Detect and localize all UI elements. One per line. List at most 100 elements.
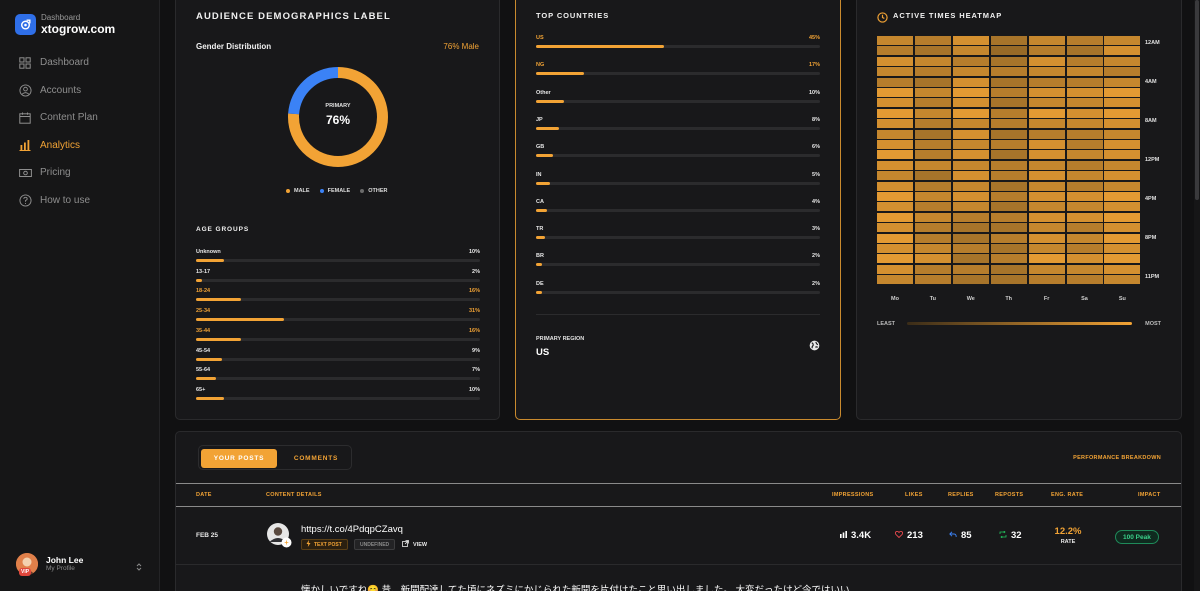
heatmap-cell[interactable] [914,171,951,181]
heatmap-cell[interactable] [1104,202,1141,212]
sidebar-item-analytics[interactable]: Analytics [0,132,160,160]
heatmap-cell[interactable] [990,98,1027,108]
heatmap-cell[interactable] [1028,88,1065,97]
sidebar-item-accounts[interactable]: Accounts [0,77,160,105]
sidebar-item-pricing[interactable]: Pricing [0,159,160,187]
brand[interactable]: Dashboard xtogrow.com [15,14,115,35]
heatmap-cell[interactable] [1028,244,1065,253]
heatmap-cell[interactable] [1104,77,1141,87]
heatmap-cell[interactable] [1028,192,1065,201]
heatmap-cell[interactable] [877,108,913,118]
heatmap-cell[interactable] [990,202,1027,212]
heatmap-cell[interactable] [990,119,1027,129]
heatmap-cell[interactable] [914,202,951,212]
column-header-reposts[interactable]: REPOSTS [995,492,1024,498]
heatmap-cell[interactable] [1028,98,1065,108]
column-header-impact[interactable]: IMPACT [1138,492,1161,498]
heatmap-cell[interactable] [1066,254,1103,264]
tab-your-posts[interactable]: YOUR POSTS [201,449,277,468]
heatmap-cell[interactable] [877,98,913,108]
heatmap-cell[interactable] [1066,88,1103,97]
heatmap-cell[interactable] [990,129,1027,139]
heatmap-cell[interactable] [877,202,913,212]
heatmap-cell[interactable] [877,160,913,170]
heatmap-cell[interactable] [1028,140,1065,149]
heatmap-cell[interactable] [877,77,913,87]
heatmap-cell[interactable] [1104,254,1141,264]
column-header-eng-rate[interactable]: ENG. RATE [1051,492,1084,498]
heatmap-cell[interactable] [1066,181,1103,191]
heatmap-cell[interactable] [952,160,989,170]
heatmap-cell[interactable] [877,171,913,181]
heatmap-cell[interactable] [914,264,951,274]
column-header-replies[interactable]: REPLIES [948,492,974,498]
heatmap-cell[interactable] [1028,108,1065,118]
heatmap-cell[interactable] [1028,171,1065,181]
column-header-date[interactable]: DATE [196,492,212,498]
sidebar-item-how-to-use[interactable]: How to use [0,187,160,215]
heatmap-cell[interactable] [1104,181,1141,191]
heatmap-cell[interactable] [1028,275,1065,285]
heatmap-cell[interactable] [990,108,1027,118]
heatmap-cell[interactable] [990,254,1027,264]
heatmap-cell[interactable] [1104,67,1141,77]
heatmap-cell[interactable] [1104,140,1141,149]
heatmap-cell[interactable] [914,233,951,243]
heatmap-cell[interactable] [1104,275,1141,285]
heatmap-cell[interactable] [990,244,1027,253]
heatmap-cell[interactable] [914,181,951,191]
heatmap-cell[interactable] [952,67,989,77]
heatmap-cell[interactable] [1028,223,1065,233]
post-link[interactable]: https://t.co/4PdqpCZavq [301,524,403,535]
heatmap-cell[interactable] [1066,160,1103,170]
heatmap-cell[interactable] [990,223,1027,233]
heatmap-cell[interactable] [1066,192,1103,201]
heatmap-cell[interactable] [914,244,951,253]
heatmap-cell[interactable] [1104,264,1141,274]
heatmap-cell[interactable] [1104,119,1141,129]
heatmap-cell[interactable] [1066,98,1103,108]
heatmap-cell[interactable] [990,67,1027,77]
heatmap-cell[interactable] [914,160,951,170]
heatmap-cell[interactable] [952,140,989,149]
heatmap-cell[interactable] [914,150,951,160]
heatmap-cell[interactable] [952,275,989,285]
heatmap-cell[interactable] [877,223,913,233]
profile-menu[interactable]: VIP John Lee My Profile [16,553,146,576]
heatmap-cell[interactable] [877,264,913,274]
heatmap-cell[interactable] [1104,46,1141,56]
column-header-likes[interactable]: LIKES [905,492,923,498]
heatmap-cell[interactable] [877,192,913,201]
heatmap-cell[interactable] [1104,129,1141,139]
heatmap-cell[interactable] [990,140,1027,149]
sidebar-item-dashboard[interactable]: Dashboard [0,49,160,77]
heatmap-cell[interactable] [1104,160,1141,170]
heatmap-cell[interactable] [1066,264,1103,274]
heatmap-cell[interactable] [990,88,1027,97]
heatmap-cell[interactable] [1066,129,1103,139]
heatmap-cell[interactable] [877,129,913,139]
heatmap-cell[interactable] [914,192,951,201]
heatmap-cell[interactable] [952,223,989,233]
heatmap-cell[interactable] [952,56,989,66]
heatmap-cell[interactable] [877,36,913,45]
heatmap-cell[interactable] [1028,77,1065,87]
heatmap-cell[interactable] [1066,108,1103,118]
heatmap-cell[interactable] [1028,160,1065,170]
heatmap-cell[interactable] [990,275,1027,285]
heatmap-cell[interactable] [990,56,1027,66]
heatmap-cell[interactable] [952,98,989,108]
table-row[interactable]: FEB 25 https://t.co/4PdqpCZavq TEXT POST… [176,508,1181,565]
heatmap-cell[interactable] [1066,140,1103,149]
heatmap-cell[interactable] [1028,264,1065,274]
heatmap-cell[interactable] [952,150,989,160]
heatmap-cell[interactable] [1066,233,1103,243]
heatmap-cell[interactable] [914,56,951,66]
heatmap-cell[interactable] [990,233,1027,243]
heatmap-cell[interactable] [990,181,1027,191]
sidebar-item-content-plan[interactable]: Content Plan [0,104,160,132]
tab-comments[interactable]: COMMENTS [293,455,339,462]
heatmap-cell[interactable] [952,171,989,181]
heatmap-cell[interactable] [1028,233,1065,243]
heatmap-cell[interactable] [952,88,989,97]
